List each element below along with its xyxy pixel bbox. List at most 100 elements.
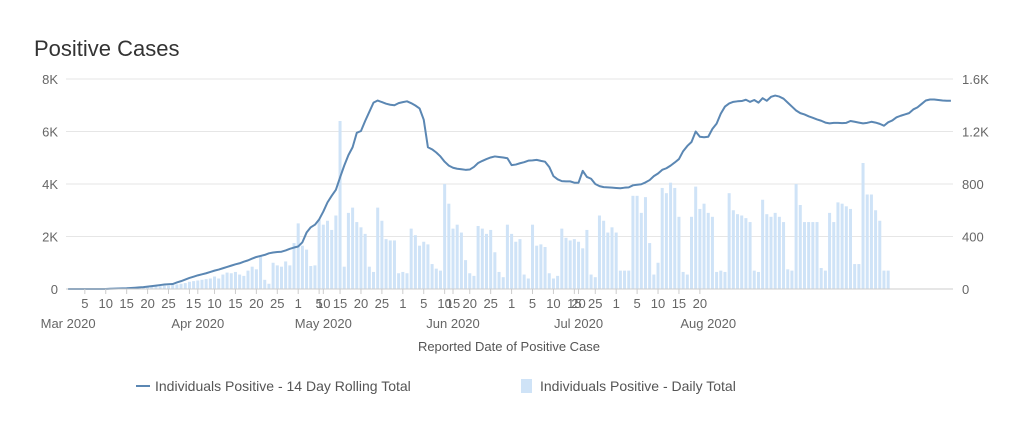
daily-total-bar	[535, 245, 539, 289]
daily-total-bar	[275, 265, 279, 289]
daily-total-bar	[618, 270, 622, 289]
daily-total-bar	[309, 266, 313, 289]
daily-total-bar	[321, 224, 325, 289]
daily-total-bar	[602, 220, 606, 289]
daily-total-bar	[359, 227, 363, 289]
x-tick-label: 10	[546, 296, 560, 311]
daily-total-bar	[597, 215, 601, 289]
y-right-tick-label: 400	[962, 230, 984, 245]
daily-total-bar	[836, 202, 840, 289]
daily-total-bar	[497, 271, 501, 289]
daily-total-bar	[392, 240, 396, 289]
daily-total-bar	[610, 227, 614, 289]
x-tick-label: 20	[249, 296, 263, 311]
daily-total-bar	[380, 220, 384, 289]
x-tick-label: 1	[508, 296, 515, 311]
daily-total-bar	[422, 241, 426, 289]
daily-total-bar	[547, 273, 551, 289]
daily-total-bar	[681, 271, 685, 289]
x-tick-label: 5	[81, 296, 88, 311]
daily-total-bar	[886, 270, 890, 289]
daily-total-bar	[857, 264, 861, 289]
daily-total-bar	[221, 274, 225, 289]
daily-total-bar	[531, 224, 535, 289]
x-tick-label: 10	[316, 296, 330, 311]
daily-total-bar	[305, 249, 309, 289]
daily-total-bar	[593, 277, 597, 289]
y-right-tick-label: 1.6K	[962, 72, 989, 87]
daily-total-bar	[459, 232, 463, 289]
daily-total-bar	[694, 186, 698, 289]
legend-item-rolling-total[interactable]: Individuals Positive - 14 Day Rolling To…	[136, 378, 411, 394]
legend-label-rolling-total: Individuals Positive - 14 Day Rolling To…	[155, 378, 411, 394]
y-left-tick-label: 6K	[42, 125, 58, 140]
x-month-label: May 2020	[295, 316, 352, 331]
y-left-tick-label: 0	[51, 282, 58, 297]
x-tick-label: 25	[270, 296, 284, 311]
daily-total-bars	[108, 121, 890, 289]
daily-total-bar	[798, 205, 802, 289]
daily-total-bar	[246, 270, 250, 289]
daily-total-bar	[727, 193, 731, 289]
y-left-tick-label: 2K	[42, 230, 58, 245]
daily-total-bar	[505, 224, 509, 289]
daily-total-bar	[664, 193, 668, 289]
x-tick-label: 1	[186, 296, 193, 311]
x-month-label: Aug 2020	[680, 316, 736, 331]
daily-total-bar	[652, 274, 656, 289]
daily-total-bar	[175, 284, 179, 289]
daily-total-bar	[765, 214, 769, 289]
daily-total-bar	[551, 278, 555, 289]
daily-total-bar	[384, 239, 388, 289]
daily-total-bar	[254, 269, 258, 289]
daily-total-bar	[648, 243, 652, 289]
y-right-tick-label: 1.2K	[962, 125, 989, 140]
y-left-tick-label: 4K	[42, 177, 58, 192]
daily-total-bar	[685, 274, 689, 289]
x-tick-label: 15	[119, 296, 133, 311]
x-tick-label: 20	[354, 296, 368, 311]
daily-total-bar	[351, 207, 355, 289]
daily-total-bar	[242, 275, 246, 289]
daily-total-bar	[342, 266, 346, 289]
daily-total-bar	[823, 270, 827, 289]
y-right-tick-label: 0	[962, 282, 969, 297]
daily-total-bar	[715, 271, 719, 289]
daily-total-bar	[748, 222, 752, 289]
daily-total-bar	[777, 216, 781, 289]
x-tick-label: 25	[483, 296, 497, 311]
daily-total-bar	[560, 228, 564, 289]
daily-total-bar	[317, 219, 321, 289]
daily-total-bar	[614, 232, 618, 289]
daily-total-bar	[284, 261, 288, 289]
daily-total-bar	[355, 222, 359, 289]
x-month-label: Apr 2020	[171, 316, 224, 331]
daily-total-bar	[200, 279, 204, 289]
daily-total-bar	[874, 210, 878, 289]
daily-total-bar	[702, 203, 706, 289]
daily-total-bar	[769, 216, 773, 289]
daily-total-bar	[882, 270, 886, 289]
daily-total-bar	[639, 212, 643, 289]
daily-total-bar	[464, 260, 468, 289]
daily-total-bar	[413, 235, 417, 289]
daily-total-bar	[141, 287, 145, 289]
daily-total-bar	[572, 239, 576, 289]
daily-total-bar	[179, 283, 183, 289]
x-tick-label: 10	[207, 296, 221, 311]
daily-total-bar	[443, 184, 447, 289]
daily-total-bar	[192, 281, 196, 289]
x-tick-label: 1	[295, 296, 302, 311]
daily-total-bar	[250, 266, 254, 289]
x-tick-label: 10	[437, 296, 451, 311]
legend-item-daily-total[interactable]: Individuals Positive - Daily Total	[521, 378, 736, 394]
daily-total-bar	[840, 203, 844, 289]
daily-total-bar	[790, 270, 794, 289]
daily-total-bar	[204, 279, 208, 289]
daily-total-bar	[363, 233, 367, 289]
daily-total-bar	[589, 274, 593, 289]
daily-total-bar	[853, 264, 857, 289]
daily-total-bar	[472, 275, 476, 289]
daily-total-bar	[773, 212, 777, 289]
